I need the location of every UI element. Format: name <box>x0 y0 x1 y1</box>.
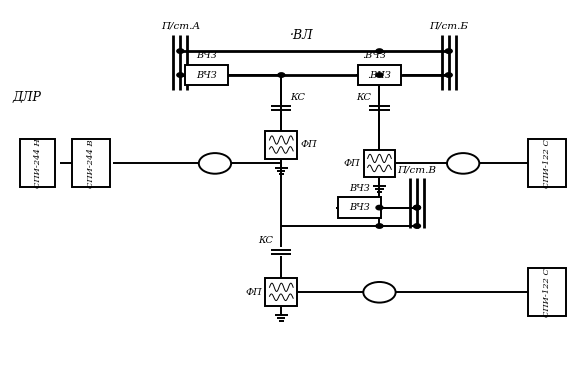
Bar <box>266 131 297 159</box>
Text: ФП: ФП <box>344 159 360 168</box>
Text: .ВЧЗ: .ВЧЗ <box>362 51 386 60</box>
Circle shape <box>414 206 420 210</box>
Circle shape <box>376 224 383 228</box>
Circle shape <box>376 206 383 210</box>
Bar <box>338 197 381 218</box>
Bar <box>528 268 566 316</box>
Bar <box>20 139 55 187</box>
Bar <box>364 150 396 177</box>
Text: ФП: ФП <box>246 288 262 297</box>
Text: ВЧЗ: ВЧЗ <box>196 51 217 60</box>
Circle shape <box>414 224 420 228</box>
Circle shape <box>445 49 452 53</box>
Circle shape <box>414 206 420 210</box>
Bar <box>358 65 401 85</box>
Text: ВЧЗ: ВЧЗ <box>196 70 217 79</box>
Text: СПИ-122 С: СПИ-122 С <box>543 268 551 317</box>
Circle shape <box>376 73 383 77</box>
Circle shape <box>447 153 479 174</box>
Text: П/ст.Б: П/ст.Б <box>429 22 468 31</box>
Text: ФП: ФП <box>300 141 317 150</box>
Text: ВЧЗ: ВЧЗ <box>349 184 369 193</box>
Text: КС: КС <box>258 236 273 245</box>
Text: КС: КС <box>356 93 371 102</box>
Circle shape <box>278 73 285 77</box>
Text: ·ВЛ: ·ВЛ <box>290 29 313 42</box>
Circle shape <box>376 49 383 53</box>
Text: СПИ-122 С: СПИ-122 С <box>543 139 551 188</box>
Text: СПИ-244 Н: СПИ-244 Н <box>34 138 42 188</box>
Text: П/ст.А: П/ст.А <box>161 22 200 31</box>
Circle shape <box>363 282 396 303</box>
Text: КС: КС <box>290 93 305 102</box>
Circle shape <box>199 153 231 174</box>
Text: СПИ-244 В: СПИ-244 В <box>87 139 95 188</box>
Text: ДЛР: ДЛР <box>13 91 42 104</box>
Circle shape <box>177 49 184 53</box>
Circle shape <box>177 73 184 77</box>
Bar <box>528 139 566 187</box>
Text: ВЧЗ: ВЧЗ <box>349 203 369 212</box>
Bar <box>72 139 110 187</box>
Circle shape <box>445 73 452 77</box>
Bar <box>184 65 228 85</box>
Text: .ВЧЗ: .ВЧЗ <box>368 70 392 79</box>
Text: П/ст.В: П/ст.В <box>397 165 437 174</box>
Bar <box>266 279 297 306</box>
